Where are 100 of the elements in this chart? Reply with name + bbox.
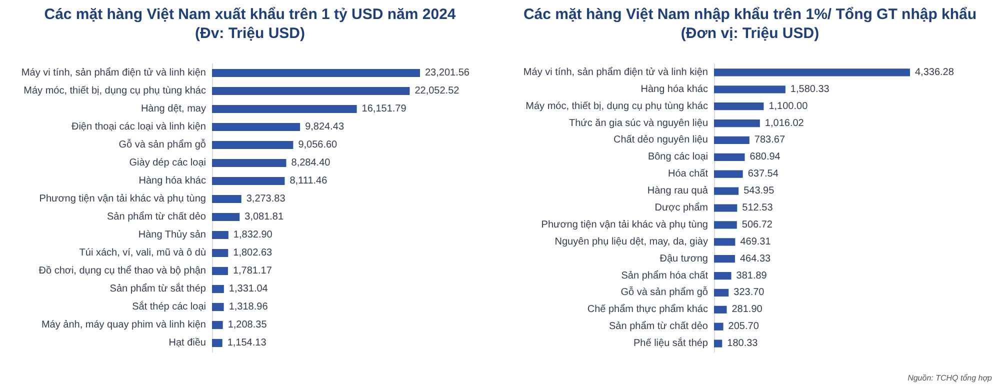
- bar: [212, 158, 286, 168]
- data-label: 16,151.79: [362, 104, 407, 114]
- data-label: 1,781.17: [232, 266, 272, 276]
- bar: [212, 176, 285, 186]
- bar: [212, 212, 240, 222]
- y-tick-label: Thức ăn gia súc và nguyên liệu: [569, 118, 708, 129]
- chart-subtitle: (Đơn vị: Triệu USD): [680, 25, 820, 42]
- y-tick-label: Sản phẩm từ sắt thép: [110, 282, 206, 294]
- data-label: 4,336.28: [915, 66, 954, 78]
- data-label: 180.33: [727, 338, 758, 350]
- data-label: 9,056.60: [298, 140, 338, 150]
- bar: [212, 104, 357, 114]
- data-label: 543.95: [744, 186, 775, 197]
- bar: [212, 230, 228, 240]
- bar: [212, 248, 228, 258]
- chart-title: Các mặt hàng Việt Nam nhập khẩu trên 1%/ Tổng GT nhập khẩu: [523, 6, 977, 23]
- bar: [714, 170, 743, 178]
- bar: [212, 140, 294, 150]
- data-label: 1,318.96: [228, 302, 268, 312]
- y-tick-label: Gỗ và sản phẩm gỗ: [620, 286, 708, 298]
- bar: [714, 221, 737, 229]
- y-tick-label: Đậu tương: [660, 253, 708, 264]
- bar: [212, 284, 224, 294]
- data-label: 323.70: [734, 287, 765, 298]
- y-tick-label: Hóa chất: [668, 168, 708, 180]
- bar: [212, 68, 420, 78]
- bar: [714, 187, 739, 195]
- bar: [714, 119, 760, 128]
- data-label: 22,052.52: [414, 86, 460, 96]
- text: Nguồn: TCHQ tổng hợp: [908, 374, 993, 382]
- bar: [212, 122, 300, 132]
- bar: [714, 68, 910, 76]
- data-label: 1,580.33: [790, 84, 830, 95]
- data-label: 1,802.63: [233, 248, 273, 258]
- y-tick-label: Máy vi tính, sản phẩm điện tử và linh kiện: [21, 66, 206, 78]
- y-tick-label: Túi xách, ví, vali, mũ và ô dù: [79, 248, 206, 258]
- data-label: 469.31: [740, 236, 772, 248]
- data-label: 1,154.13: [227, 338, 267, 348]
- data-label: 1,331.04: [228, 284, 268, 294]
- y-tick-label: Giày dép các loại: [129, 158, 206, 168]
- bar: [714, 340, 722, 348]
- bar: [714, 153, 745, 161]
- y-tick-label: Hạt điều: [168, 338, 206, 348]
- y-tick-label: Sản phẩm hóa chất: [621, 269, 708, 282]
- bar: [212, 266, 228, 276]
- bar: [212, 86, 410, 96]
- bar: [714, 272, 732, 280]
- data-label: 281.90: [732, 304, 763, 316]
- y-tick-label: Máy móc, thiết bị, dụng cụ phụ tùng khác: [24, 86, 206, 96]
- chart-title: Các mặt hàng Việt Nam xuất khẩu trên 1 tỷ USD năm 2024: [44, 6, 456, 23]
- bar: [714, 136, 750, 144]
- y-tick-label: Hàng rau quả: [647, 186, 708, 197]
- y-tick-label: Hàng Thủy sản: [138, 230, 206, 240]
- y-tick-label: Sản phẩm từ chất dẻo: [107, 210, 206, 222]
- data-label: 381.89: [736, 270, 768, 282]
- bar: [212, 320, 223, 330]
- y-tick-label: Sản phẩm từ chất dẻo: [609, 320, 708, 332]
- data-label: 1,100.00: [768, 100, 808, 112]
- chart-subtitle: (Đv: Triệu USD): [194, 25, 306, 42]
- bar: [714, 204, 738, 212]
- data-label: 9,824.43: [305, 122, 344, 132]
- bar: [212, 302, 224, 312]
- data-label: 783.67: [754, 134, 786, 146]
- y-tick-label: Sắt thép các loại: [132, 300, 206, 312]
- data-label: 205.70: [728, 321, 760, 332]
- bar: [714, 86, 786, 94]
- bar: [714, 255, 735, 263]
- data-label: 3,273.83: [246, 194, 286, 204]
- bar: [714, 102, 764, 110]
- data-label: 1,016.02: [764, 118, 804, 129]
- y-tick-label: Phương tiện vận tải khác và phụ tùng: [541, 219, 708, 230]
- y-tick-label: Máy ảnh, máy quay phim và linh kiện: [41, 320, 206, 330]
- y-tick-label: Hàng dệt, may: [140, 104, 206, 114]
- y-tick-label: Phế liệu sắt thép: [634, 337, 708, 350]
- data-label: 512.53: [742, 202, 774, 214]
- y-tick-label: Gỗ và sản phẩm gỗ: [118, 138, 206, 150]
- data-label: 8,284.40: [291, 158, 331, 168]
- data-label: 506.72: [742, 219, 773, 230]
- y-tick-label: Phương tiện vận tải khác và phụ tùng: [39, 194, 206, 204]
- data-label: 464.33: [740, 253, 772, 264]
- y-tick-label: Nguyên phụ liệu dệt, may, da, giày: [554, 236, 708, 248]
- y-tick-label: Dược phẩm: [654, 202, 708, 214]
- y-tick-label: Hàng hóa khác: [138, 176, 206, 186]
- bar: [714, 322, 724, 330]
- data-label: 1,832.90: [233, 230, 273, 240]
- y-tick-label: Đồ chơi, dụng cụ thể thao và bộ phận: [38, 264, 206, 276]
- data-label: 680.94: [750, 152, 781, 163]
- data-label: 1,208.35: [228, 320, 268, 330]
- y-tick-label: Chế phẩm thực phẩm khác: [587, 303, 708, 316]
- y-tick-label: Hàng hóa khác: [640, 84, 708, 95]
- bar: [714, 288, 729, 297]
- data-label: 3,081.81: [244, 212, 284, 222]
- data-label: 8,111.46: [290, 176, 328, 186]
- bar: [212, 194, 242, 204]
- y-tick-label: Điện thoại các loại và linh kiện: [71, 122, 206, 132]
- y-tick-label: Máy móc, thiết bị, dụng cụ phụ tùng khác: [526, 100, 708, 112]
- y-tick-label: Bông các loại: [648, 152, 708, 163]
- data-label: 23,201.56: [425, 68, 470, 78]
- bar: [714, 238, 736, 246]
- y-tick-label: Máy vi tính, sản phẩm điện tử và linh kiện: [523, 66, 708, 78]
